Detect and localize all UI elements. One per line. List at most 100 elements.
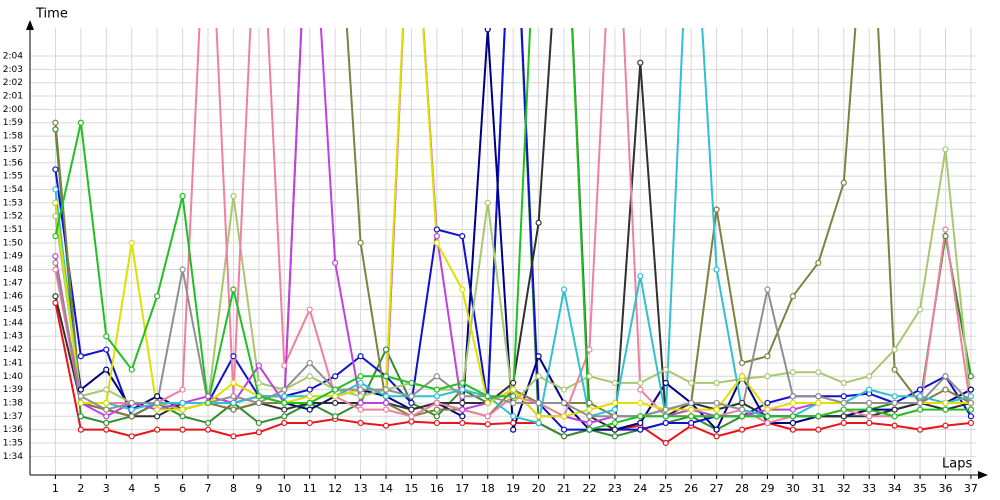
point bbox=[916, 306, 924, 313]
point bbox=[433, 413, 440, 420]
x-tick-label: 8 bbox=[230, 482, 237, 495]
point bbox=[459, 286, 466, 293]
x-tick-label: 12 bbox=[328, 482, 342, 495]
point bbox=[535, 353, 542, 360]
y-tick-label: 1:42 bbox=[3, 345, 23, 355]
point bbox=[357, 393, 364, 400]
point bbox=[891, 393, 898, 400]
point bbox=[510, 379, 517, 387]
point bbox=[154, 426, 161, 433]
y-tick-label: 1:50 bbox=[3, 238, 23, 248]
point bbox=[77, 393, 84, 400]
point bbox=[459, 419, 466, 427]
point bbox=[52, 119, 59, 126]
y-tick-label: 1:43 bbox=[3, 332, 23, 342]
x-tick-label: 34 bbox=[888, 482, 902, 495]
point bbox=[382, 406, 390, 413]
y-tick-label: 1:39 bbox=[3, 385, 23, 395]
point bbox=[382, 373, 390, 380]
point bbox=[128, 239, 135, 246]
x-tick-label: 25 bbox=[659, 482, 673, 495]
point bbox=[942, 373, 949, 380]
point bbox=[967, 373, 975, 380]
point bbox=[560, 413, 568, 420]
point bbox=[408, 418, 415, 425]
point bbox=[77, 399, 84, 407]
point bbox=[840, 419, 847, 427]
point bbox=[433, 419, 440, 427]
point bbox=[789, 413, 797, 420]
point bbox=[408, 379, 415, 387]
point bbox=[332, 413, 339, 420]
x-tick-label: 14 bbox=[379, 482, 393, 495]
x-tick-label: 17 bbox=[455, 482, 469, 495]
point bbox=[662, 366, 669, 373]
point bbox=[77, 353, 84, 360]
point bbox=[128, 366, 135, 373]
point bbox=[459, 233, 466, 240]
point bbox=[967, 386, 975, 393]
point bbox=[408, 413, 415, 420]
x-tick-label: 2 bbox=[77, 482, 84, 495]
point bbox=[535, 399, 542, 407]
point bbox=[281, 406, 288, 413]
point bbox=[815, 399, 822, 407]
point bbox=[637, 426, 644, 433]
point bbox=[611, 426, 618, 433]
point bbox=[764, 353, 771, 360]
y-tick-label: 1:37 bbox=[3, 412, 23, 422]
point bbox=[52, 186, 59, 193]
point bbox=[713, 266, 720, 273]
point bbox=[840, 406, 847, 413]
y-tick-label: 1:46 bbox=[3, 292, 23, 302]
point bbox=[789, 399, 797, 407]
x-tick-label: 22 bbox=[582, 482, 596, 495]
point bbox=[611, 379, 618, 387]
point bbox=[281, 393, 288, 400]
y-axis-arrow bbox=[26, 20, 34, 30]
point bbox=[357, 239, 364, 246]
y-tick-label: 1:57 bbox=[3, 145, 23, 155]
point bbox=[764, 413, 771, 420]
x-tick-label: 29 bbox=[760, 482, 774, 495]
x-axis-arrow bbox=[978, 471, 988, 479]
point bbox=[103, 399, 110, 407]
point bbox=[510, 399, 517, 407]
point bbox=[891, 413, 898, 420]
point bbox=[382, 399, 390, 407]
point bbox=[510, 426, 517, 433]
x-tick-label: 30 bbox=[786, 482, 800, 495]
point bbox=[103, 386, 110, 393]
point bbox=[866, 406, 873, 413]
point bbox=[306, 393, 313, 400]
point bbox=[52, 199, 59, 206]
point bbox=[255, 362, 262, 369]
point bbox=[154, 293, 161, 300]
point bbox=[738, 359, 746, 367]
point bbox=[942, 386, 949, 393]
point bbox=[866, 399, 873, 407]
point bbox=[713, 379, 720, 387]
point bbox=[891, 366, 898, 373]
point bbox=[738, 399, 746, 407]
point bbox=[535, 413, 542, 420]
x-tick-label: 28 bbox=[735, 482, 749, 495]
point bbox=[459, 399, 466, 407]
point bbox=[103, 366, 110, 373]
point bbox=[815, 413, 822, 420]
point bbox=[306, 419, 313, 427]
plot-area bbox=[52, 28, 975, 447]
point bbox=[154, 399, 161, 407]
point bbox=[52, 259, 59, 266]
point bbox=[688, 399, 695, 407]
x-tick-label: 11 bbox=[303, 482, 317, 495]
y-tick-label: 1:47 bbox=[3, 278, 23, 288]
y-tick-label: 1:36 bbox=[3, 425, 23, 435]
x-tick-label: 26 bbox=[684, 482, 698, 495]
point bbox=[713, 413, 720, 420]
point bbox=[306, 399, 313, 407]
point bbox=[103, 413, 110, 420]
point bbox=[840, 413, 847, 420]
point bbox=[357, 353, 364, 360]
